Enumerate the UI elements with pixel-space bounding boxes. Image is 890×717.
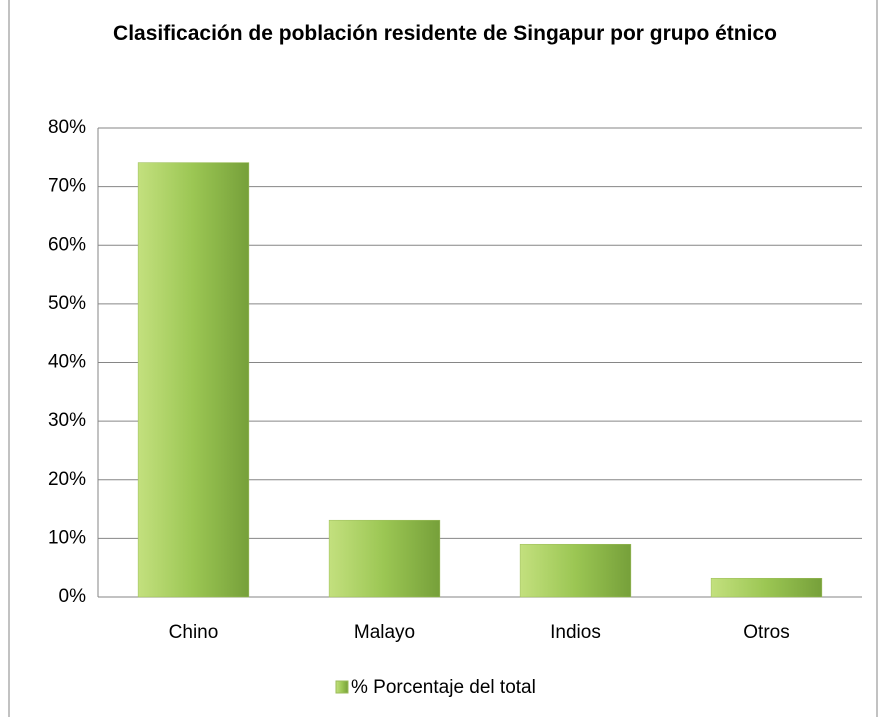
bar [328, 519, 441, 598]
y-tick-label: 20% [48, 469, 86, 490]
legend-label: % Porcentaje del total [351, 677, 536, 698]
legend-swatch [335, 680, 349, 694]
y-tick-label: 40% [48, 352, 86, 373]
chart-border [8, 0, 878, 717]
chart-title: Clasificación de población residente de … [113, 22, 777, 45]
y-tick-label: 60% [48, 234, 86, 255]
y-tick-label: 30% [48, 410, 86, 431]
x-tick-label: Malayo [354, 622, 415, 643]
x-tick-label: Indios [550, 622, 601, 643]
y-tick-label: 10% [48, 527, 86, 548]
y-tick-label: 50% [48, 293, 86, 314]
bar [710, 577, 823, 598]
x-tick-label: Chino [169, 622, 219, 643]
bar [137, 162, 250, 598]
x-tick-label: Otros [743, 622, 789, 643]
y-tick-label: 0% [59, 586, 87, 607]
y-tick-label: 70% [48, 176, 86, 197]
y-tick-label: 80% [48, 117, 86, 138]
bar [519, 543, 632, 598]
